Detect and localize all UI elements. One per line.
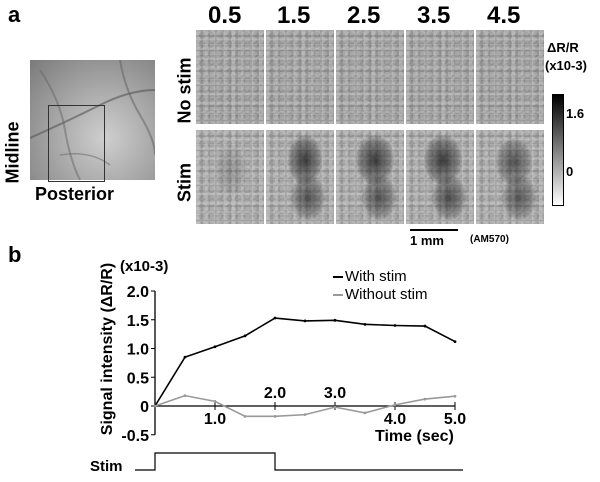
series-0-point-5 xyxy=(303,319,307,323)
roi-rectangle xyxy=(48,105,105,182)
y-axis-unit: (x10-3) xyxy=(120,258,169,275)
image-no-stim-3.5 xyxy=(406,30,474,124)
series-0-point-0 xyxy=(153,404,157,408)
legend-swatch-with-stim xyxy=(333,275,343,278)
posterior-label: Posterior xyxy=(35,184,115,204)
animal-id-label: (AM570) xyxy=(470,234,509,245)
y-axis-title: Signal intensity (ΔR/R) xyxy=(99,262,116,436)
series-0-point-2 xyxy=(213,345,217,349)
series-1-point-2 xyxy=(213,400,217,403)
legend-label-without-stim: Without stim xyxy=(345,286,428,303)
image-stim-0.5 xyxy=(196,130,264,224)
x-tick-label-4: 5.0 xyxy=(444,411,466,428)
time-label-4: 4.5 xyxy=(487,2,521,29)
time-label-1: 1.5 xyxy=(277,2,311,29)
image-stim-3.5 xyxy=(406,130,474,224)
series-1-point-3 xyxy=(243,414,247,418)
scale-bar xyxy=(410,229,458,231)
panel-b-letter: b xyxy=(8,242,22,267)
series-1-point-7 xyxy=(363,411,367,415)
stim-trace-label: Stim xyxy=(90,458,123,475)
image-no-stim-0.5 xyxy=(196,30,264,124)
series-1-point-4 xyxy=(273,414,277,418)
colorbar xyxy=(552,94,564,206)
row-label-no-stim: No stim xyxy=(174,57,195,124)
time-label-2: 2.5 xyxy=(347,2,381,29)
y-tick-label-1: 1.5 xyxy=(127,313,149,330)
series-1-point-9 xyxy=(423,397,427,401)
y-tick-label-2: 1.0 xyxy=(127,342,149,359)
x-axis-title: Time (sec) xyxy=(375,428,454,445)
legend: With stim Without stim xyxy=(333,268,483,308)
x-tick-label-3: 4.0 xyxy=(384,411,406,428)
x-tick-label-0: 1.0 xyxy=(204,411,226,428)
series-1-point-6 xyxy=(333,405,337,409)
series-line-0 xyxy=(154,317,456,407)
y-tick-label-4: 0 xyxy=(140,399,149,416)
colorbar-unit: (x10-3) xyxy=(545,58,587,73)
series-1-point-0 xyxy=(153,404,157,408)
image-stim-1.5 xyxy=(266,130,334,224)
stim-trace xyxy=(135,452,463,471)
series-line-1 xyxy=(154,394,456,418)
image-no-stim-2.5 xyxy=(336,30,404,124)
legend-label-with-stim: With stim xyxy=(345,268,407,285)
series-0-point-10 xyxy=(453,340,457,343)
series-0-point-6 xyxy=(333,318,337,322)
image-no-stim-1.5 xyxy=(266,30,334,124)
series-1-point-5 xyxy=(303,413,307,417)
legend-swatch-without-stim xyxy=(333,293,343,296)
series-0-point-9 xyxy=(423,324,427,328)
image-no-stim-4.5 xyxy=(476,30,544,124)
x-tick-label-1: 2.0 xyxy=(264,385,286,402)
image-stim-4.5 xyxy=(476,130,544,224)
midline-label: Midline xyxy=(2,121,23,184)
series-0-point-7 xyxy=(363,322,367,326)
scale-bar-label: 1 mm xyxy=(410,233,444,248)
x-tick-label-2: 3.0 xyxy=(324,385,346,402)
legend-item-with-stim: With stim xyxy=(333,268,407,285)
legend-item-without-stim: Without stim xyxy=(333,286,428,303)
row-label-stim: Stim xyxy=(174,163,195,203)
image-stim-2.5 xyxy=(336,130,404,224)
series-0-point-3 xyxy=(243,334,247,338)
series-1-point-1 xyxy=(183,394,187,398)
time-label-3: 3.5 xyxy=(417,2,451,29)
series-0-point-4 xyxy=(273,316,277,320)
colorbar-title: ΔR/R xyxy=(547,40,579,55)
y-tick-label-3: 0.5 xyxy=(127,370,149,387)
colorbar-zero-label: 0 xyxy=(566,164,574,179)
series-1-point-10 xyxy=(453,394,457,398)
y-tick-label-0: 2.0 xyxy=(127,284,149,301)
panel-a-letter: a xyxy=(8,2,21,27)
brain-image xyxy=(30,60,155,182)
colorbar-max-label: 1.6 xyxy=(566,106,585,121)
time-label-0: 0.5 xyxy=(208,2,242,29)
series-0-point-1 xyxy=(183,355,187,359)
y-tick-label-5: -0.5 xyxy=(121,428,149,445)
series-1-point-8 xyxy=(393,403,397,407)
series-0-point-8 xyxy=(393,324,397,327)
